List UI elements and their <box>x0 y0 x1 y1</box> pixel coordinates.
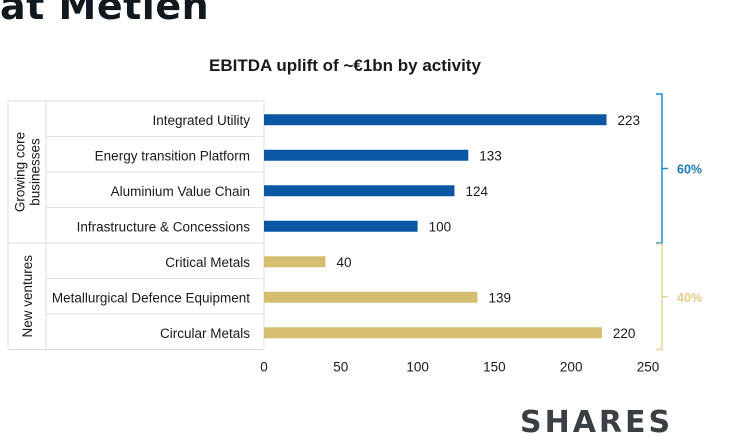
group-label: New ventures <box>20 255 35 338</box>
category-label: Integrated Utility <box>152 113 250 128</box>
data-label: 100 <box>429 219 452 234</box>
data-label: 223 <box>618 113 641 128</box>
category-label: Aluminium Value Chain <box>111 184 250 199</box>
group-share-label: 40% <box>677 291 702 305</box>
x-tick-label: 0 <box>260 360 268 375</box>
bar <box>264 291 478 303</box>
bar <box>264 220 418 232</box>
x-tick-label: 50 <box>333 360 348 375</box>
data-label: 139 <box>489 290 512 305</box>
bar <box>264 114 607 126</box>
category-label: Energy transition Platform <box>95 148 250 163</box>
x-tick-label: 100 <box>406 360 429 375</box>
data-label: 220 <box>613 326 636 341</box>
bar <box>264 149 469 161</box>
group-share-label: 60% <box>677 163 702 177</box>
bar <box>264 185 455 197</box>
headline: at Metlen <box>0 0 210 28</box>
footer-text: SHARES <box>520 405 674 440</box>
chart-title: EBITDA uplift of ~€1bn by activity <box>209 56 481 75</box>
category-label: Circular Metals <box>160 326 250 341</box>
ebitda-bar-chart: Growing core businesses Integrated Utility… <box>7 93 702 375</box>
data-label: 40 <box>336 255 351 270</box>
bar <box>264 256 326 268</box>
x-tick-label: 250 <box>637 360 660 375</box>
x-tick-label: 200 <box>560 360 583 375</box>
data-label: 133 <box>479 148 502 163</box>
group-bracket <box>656 93 663 244</box>
group-label: businesses <box>28 138 43 206</box>
category-label: Infrastructure & Concessions <box>77 219 251 234</box>
data-label: 124 <box>465 184 488 199</box>
category-label: Metallurgical Defence Equipment <box>52 290 250 305</box>
group-label: Growing core <box>13 132 28 212</box>
group-bracket <box>656 243 663 351</box>
category-label: Critical Metals <box>165 255 250 270</box>
x-tick-label: 150 <box>483 360 506 375</box>
bar <box>264 327 602 339</box>
